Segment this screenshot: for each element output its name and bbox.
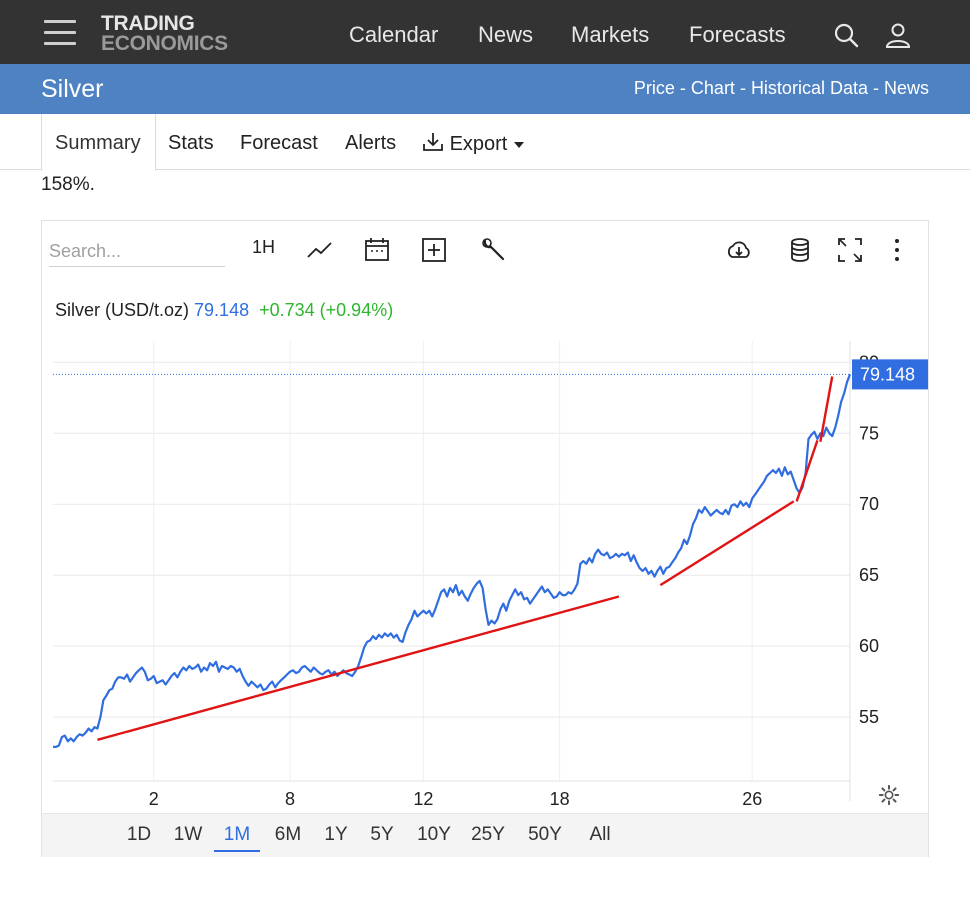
price-series-line [53, 374, 852, 748]
tab-summary-label: Summary [55, 132, 141, 154]
last-price-tag-label: 79.148 [860, 364, 915, 384]
tab-summary[interactable]: Summary [41, 114, 156, 171]
x-tick-label: 2 [149, 789, 159, 809]
range-5y[interactable]: 5Y [370, 824, 394, 845]
x-tick-label: 12 [413, 789, 433, 809]
logo[interactable]: TRADING ECONOMICS [101, 12, 228, 55]
tab-export[interactable]: Export [422, 132, 525, 156]
calendar-icon[interactable] [362, 235, 392, 265]
chart-type-icon[interactable] [305, 235, 335, 265]
y-tick-label: 70 [859, 494, 879, 514]
range-6m[interactable]: 6M [274, 824, 302, 845]
y-tick-label: 60 [859, 636, 879, 656]
wrench-icon[interactable] [479, 235, 509, 265]
range-all[interactable]: All [589, 824, 611, 845]
legend-price: 79.148 [194, 300, 250, 320]
tab-bar: Summary Stats Forecast Alerts Export [0, 114, 970, 171]
x-tick-label: 26 [742, 789, 762, 809]
user-icon[interactable] [885, 22, 911, 48]
y-tick-label: 55 [859, 707, 879, 727]
range-selector: 1D 1W 1M 6M 1Y 5Y 10Y 25Y 50Y All [42, 813, 928, 857]
caret-down-icon [513, 142, 524, 148]
trendline [819, 376, 834, 442]
range-10y[interactable]: 10Y [417, 824, 451, 845]
tab-stats[interactable]: Stats [168, 132, 214, 154]
link-chart[interactable]: Chart [690, 78, 735, 98]
x-tick-label: 18 [550, 789, 570, 809]
add-indicator-icon[interactable] [419, 235, 449, 265]
menu-icon[interactable] [44, 20, 76, 46]
more-options-icon[interactable] [882, 235, 912, 265]
page-title: Silver [41, 75, 104, 103]
logo-line2: ECONOMICS [101, 32, 228, 55]
link-price[interactable]: Price [633, 78, 675, 98]
last-price-tag [852, 359, 928, 390]
trendline [97, 595, 620, 741]
summary-snippet: 158%. [41, 174, 95, 195]
cloud-download-icon[interactable] [724, 235, 754, 265]
range-1y[interactable]: 1Y [324, 824, 348, 845]
legend-change: +0.734 (+0.94%) [259, 300, 394, 320]
range-50y[interactable]: 50Y [528, 824, 562, 845]
range-1m[interactable]: 1M [214, 824, 260, 852]
nav-calendar[interactable]: Calendar [349, 22, 439, 47]
top-header: TRADING ECONOMICS Calendar News Markets … [0, 0, 970, 64]
instrument-bar: Silver Price - Chart - Historical Data -… [0, 64, 970, 114]
nav-news[interactable]: News [478, 22, 534, 47]
trendline [659, 500, 795, 587]
fullscreen-icon[interactable] [835, 235, 865, 265]
y-tick-label: 65 [859, 565, 879, 585]
tab-export-label: Export [449, 133, 508, 155]
legend-name: Silver (USD/t.oz) [55, 300, 190, 320]
logo-line1: TRADING [101, 12, 195, 35]
range-1d[interactable]: 1D [126, 824, 152, 845]
nav-markets[interactable]: Markets [571, 22, 650, 47]
x-tick-label: 8 [285, 789, 295, 809]
tab-forecast[interactable]: Forecast [240, 132, 318, 154]
search-icon[interactable] [833, 22, 859, 48]
chart-panel: 1H Silver (USD/t.oz) [41, 220, 929, 857]
link-news[interactable]: News [883, 78, 929, 98]
link-historical-data[interactable]: Historical Data [750, 78, 868, 98]
interval-selector[interactable]: 1H [252, 237, 276, 257]
settings-gear-icon[interactable] [878, 784, 900, 806]
chart-legend: Silver (USD/t.oz) 79.148 +0.734 (+0.94%) [55, 300, 393, 321]
y-tick-label: 75 [859, 423, 879, 443]
tab-alerts[interactable]: Alerts [345, 132, 397, 154]
download-icon [423, 133, 443, 151]
trendline [795, 439, 819, 502]
range-1w[interactable]: 1W [173, 824, 203, 845]
nav-forecasts[interactable]: Forecasts [689, 22, 786, 47]
database-icon[interactable] [785, 235, 815, 265]
section-links: Price - Chart - Historical Data - News [633, 78, 929, 98]
range-25y[interactable]: 25Y [471, 824, 505, 845]
symbol-search-input[interactable] [49, 237, 225, 267]
